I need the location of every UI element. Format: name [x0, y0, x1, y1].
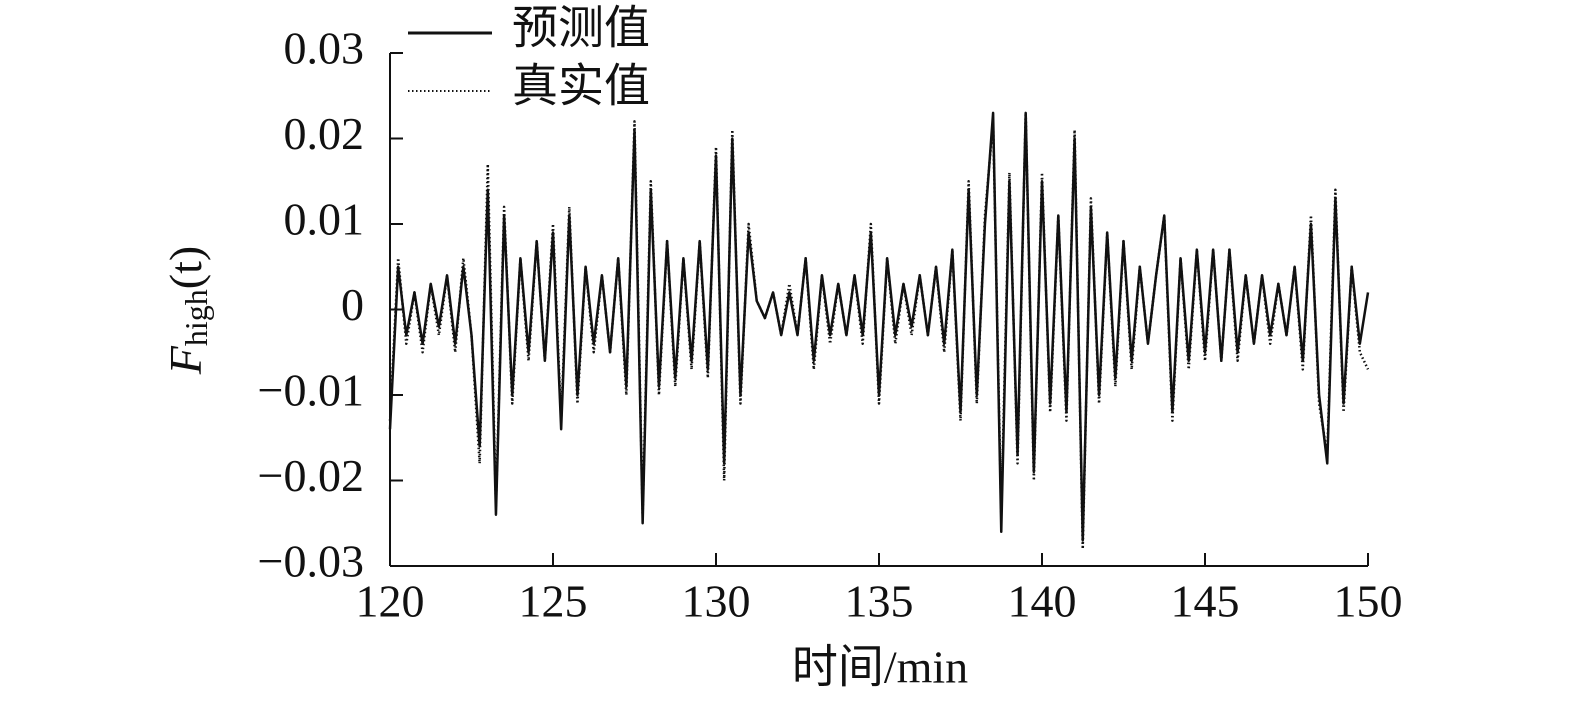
y-label-sub: high [178, 289, 214, 346]
y-tick-label: −0.03 [258, 536, 364, 587]
x-tick-label: 145 [1171, 576, 1240, 627]
series-line [388, 111, 1370, 551]
y-tick-label: 0.02 [284, 108, 365, 159]
x-tick-label: 135 [845, 576, 914, 627]
x-tick-label: 140 [1008, 576, 1077, 627]
legend-label: 预测值 [512, 3, 650, 54]
x-tick-label: 125 [519, 576, 588, 627]
x-tick-label: 120 [356, 576, 425, 627]
y-axis-label: Fhigh(t) [160, 246, 215, 375]
y-label-tail: (t) [160, 246, 211, 289]
series-line [388, 111, 1370, 542]
y-tick-label: −0.02 [258, 450, 364, 501]
y-label-main: F [160, 345, 211, 375]
y-tick-label: −0.01 [258, 365, 364, 416]
x-tick-label: 150 [1334, 576, 1403, 627]
x-tick-label: 130 [682, 576, 751, 627]
y-tick-label: 0.01 [284, 194, 365, 245]
y-tick-label: 0.03 [284, 23, 365, 74]
legend-label: 真实值 [512, 61, 650, 112]
y-tick-label: 0 [341, 279, 364, 330]
x-axis-label: 时间/min [792, 642, 968, 693]
